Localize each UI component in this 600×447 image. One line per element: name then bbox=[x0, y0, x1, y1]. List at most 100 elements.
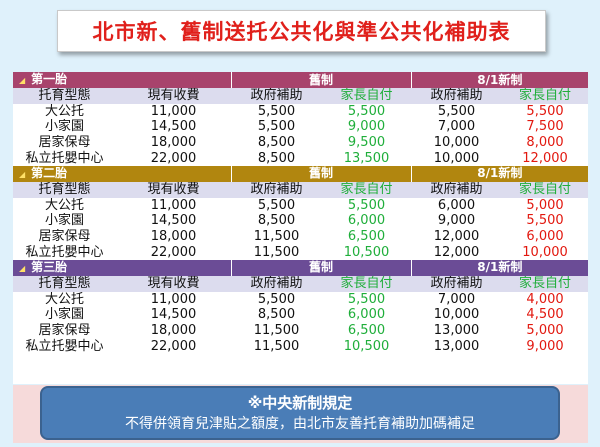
birth-order-text: 第三胎 bbox=[31, 259, 68, 274]
cell-care-type: 小家園 bbox=[44, 307, 84, 323]
header-care-type: 托育型態 bbox=[13, 181, 116, 198]
cell-new-gov-subsidy: 10,000 bbox=[433, 307, 480, 323]
header-current-fee: 現有收費 bbox=[116, 181, 232, 198]
triangle-icon: ◢ bbox=[19, 169, 26, 179]
table-row: 大公托 11,000 5,500 5,500 5,500 5,500 bbox=[13, 104, 588, 120]
table-row: 私立托嬰中心 22,000 8,500 13,500 10,000 12,000 bbox=[13, 150, 588, 166]
notice-heading: ※中央新制規定 bbox=[247, 394, 353, 412]
cell-old-gov-subsidy: 11,500 bbox=[253, 229, 300, 245]
cell-new-parent-pay: 10,000 bbox=[522, 244, 568, 260]
cell-new-parent-pay: 5,000 bbox=[526, 197, 564, 213]
cell-new-gov-subsidy: 6,000 bbox=[437, 197, 476, 213]
cell-old-parent-pay: 5,500 bbox=[347, 291, 386, 307]
cell-old-gov-subsidy: 8,500 bbox=[257, 213, 296, 229]
section-band-1: ◢ 第一胎 舊制 8/1新制 bbox=[13, 72, 589, 88]
cell-old-parent-pay: 5,500 bbox=[347, 103, 386, 119]
cell-current-fee: 11,000 bbox=[150, 103, 197, 119]
header-current-fee: 現有收費 bbox=[116, 275, 232, 292]
cell-new-parent-pay: 12,000 bbox=[522, 150, 568, 166]
column-header-row: 托育型態 現有收費 政府補助 家長自付 政府補助 家長自付 bbox=[13, 275, 589, 292]
section-band-2: ◢ 第二胎 舊制 8/1新制 bbox=[13, 165, 589, 182]
table-row: 居家保母 18,000 11,500 6,500 13,000 5,000 bbox=[13, 323, 588, 339]
cell-new-gov-subsidy: 7,000 bbox=[437, 291, 476, 307]
cell-old-parent-pay: 9,500 bbox=[347, 135, 386, 151]
table-row: 私立托嬰中心 22,000 11,500 10,500 13,000 9,000 bbox=[13, 338, 588, 354]
birth-order-text: 第二胎 bbox=[31, 165, 68, 180]
table-row: 私立托嬰中心 22,000 11,500 10,500 12,000 10,000 bbox=[13, 244, 588, 260]
header-new-parent-pay: 家長自付 bbox=[502, 275, 589, 292]
cell-care-type: 私立托嬰中心 bbox=[25, 244, 104, 260]
cell-current-fee: 18,000 bbox=[150, 229, 197, 245]
header-old-parent-pay: 家長自付 bbox=[322, 181, 412, 198]
table-row: 居家保母 18,000 11,500 6,500 12,000 6,000 bbox=[13, 229, 588, 245]
cell-care-type: 大公托 bbox=[44, 291, 84, 307]
cell-old-gov-subsidy: 8,500 bbox=[257, 150, 296, 166]
cell-new-parent-pay: 7,500 bbox=[526, 119, 564, 135]
new-system-label: 8/1新制 bbox=[410, 165, 589, 182]
cell-current-fee: 14,500 bbox=[150, 307, 197, 323]
cell-new-parent-pay: 4,500 bbox=[526, 307, 564, 323]
cell-new-parent-pay: 4,000 bbox=[526, 291, 564, 307]
cell-new-parent-pay: 6,000 bbox=[526, 229, 564, 245]
subsidy-table-grid: ◢ 第一胎 舊制 8/1新制 托育型態 現有收費 政府補助 家長自付 政府補助 家長自付 大公托 11… bbox=[13, 72, 589, 354]
cell-care-type: 居家保母 bbox=[38, 229, 91, 245]
header-old-parent-pay: 家長自付 bbox=[322, 275, 412, 292]
cell-new-gov-subsidy: 7,000 bbox=[437, 119, 476, 135]
cell-new-parent-pay: 5,500 bbox=[526, 103, 564, 119]
triangle-icon: ◢ bbox=[19, 76, 26, 85]
subsidy-table: ◢ 第一胎 舊制 8/1新制 托育型態 現有收費 政府補助 家長自付 政府補助 家長自付 大公托 11… bbox=[13, 72, 589, 384]
cell-old-gov-subsidy: 5,500 bbox=[257, 119, 296, 135]
table-row: 大公托 11,000 5,500 5,500 7,000 4,000 bbox=[13, 292, 588, 308]
table-row: 居家保母 18,000 8,500 9,500 10,000 8,000 bbox=[13, 135, 588, 151]
table-row: 小家園 14,500 8,500 6,000 10,000 4,500 bbox=[13, 307, 588, 323]
cell-old-parent-pay: 6,500 bbox=[347, 323, 386, 339]
header-new-parent-pay: 家長自付 bbox=[502, 88, 589, 104]
cell-current-fee: 11,000 bbox=[150, 291, 197, 307]
table-row: 小家園 14,500 5,500 9,000 7,000 7,500 bbox=[13, 119, 588, 135]
header-new-gov-subsidy: 政府補助 bbox=[411, 88, 503, 104]
cell-new-gov-subsidy: 13,000 bbox=[433, 338, 480, 354]
cell-current-fee: 22,000 bbox=[150, 150, 197, 166]
cell-care-type: 居家保母 bbox=[38, 323, 91, 339]
cell-care-type: 居家保母 bbox=[38, 135, 91, 151]
birth-order-label: ◢ 第一胎 bbox=[13, 72, 232, 88]
notice-box: ※中央新制規定 不得併領育兒津貼之額度，由北市友善托育補助加碼補足 bbox=[40, 386, 560, 440]
cell-old-parent-pay: 6,000 bbox=[347, 213, 386, 229]
cell-new-parent-pay: 9,000 bbox=[526, 338, 564, 354]
cell-old-parent-pay: 10,500 bbox=[343, 244, 390, 260]
header-old-gov-subsidy: 政府補助 bbox=[231, 88, 323, 104]
page-title: 北市新、舊制送托公共化與準公共化補助表 bbox=[57, 10, 546, 52]
header-care-type: 托育型態 bbox=[13, 275, 116, 292]
cell-old-gov-subsidy: 5,500 bbox=[257, 103, 296, 119]
header-new-gov-subsidy: 政府補助 bbox=[411, 181, 503, 198]
cell-care-type: 小家園 bbox=[44, 119, 84, 135]
cell-old-gov-subsidy: 5,500 bbox=[257, 291, 296, 307]
column-header-row: 托育型態 現有收費 政府補助 家長自付 政府補助 家長自付 bbox=[13, 88, 589, 104]
cell-new-gov-subsidy: 10,000 bbox=[433, 150, 480, 166]
header-old-parent-pay: 家長自付 bbox=[322, 88, 412, 104]
table-row: 大公托 11,000 5,500 5,500 6,000 5,000 bbox=[13, 198, 588, 214]
birth-order-text: 第一胎 bbox=[31, 72, 68, 86]
cell-new-gov-subsidy: 5,500 bbox=[437, 103, 476, 119]
notice-text: 不得併領育兒津貼之額度，由北市友善托育補助加碼補足 bbox=[125, 416, 475, 432]
cell-current-fee: 22,000 bbox=[150, 338, 197, 354]
header-new-gov-subsidy: 政府補助 bbox=[411, 275, 503, 292]
cell-current-fee: 14,500 bbox=[150, 119, 197, 135]
table-body: ◢ 第一胎 舊制 8/1新制 托育型態 現有收費 政府補助 家長自付 政府補助 家長自付 大公托 11… bbox=[13, 72, 589, 354]
cell-new-parent-pay: 8,000 bbox=[526, 135, 564, 151]
old-system-label: 舊制 bbox=[230, 165, 412, 182]
header-current-fee: 現有收費 bbox=[116, 88, 232, 104]
cell-current-fee: 11,000 bbox=[150, 197, 197, 213]
cell-old-gov-subsidy: 11,500 bbox=[253, 244, 300, 260]
cell-old-parent-pay: 10,500 bbox=[343, 338, 390, 354]
table-row: 小家園 14,500 8,500 6,000 9,000 5,500 bbox=[13, 213, 588, 229]
cell-current-fee: 22,000 bbox=[150, 244, 197, 260]
birth-order-label: ◢ 第三胎 bbox=[13, 259, 232, 276]
cell-old-gov-subsidy: 8,500 bbox=[257, 307, 296, 323]
cell-old-parent-pay: 9,000 bbox=[347, 119, 386, 135]
cell-care-type: 私立托嬰中心 bbox=[25, 150, 104, 166]
cell-care-type: 大公托 bbox=[44, 103, 84, 119]
header-new-parent-pay: 家長自付 bbox=[502, 181, 589, 198]
cell-old-parent-pay: 6,000 bbox=[347, 307, 386, 323]
cell-old-parent-pay: 13,500 bbox=[343, 150, 390, 166]
